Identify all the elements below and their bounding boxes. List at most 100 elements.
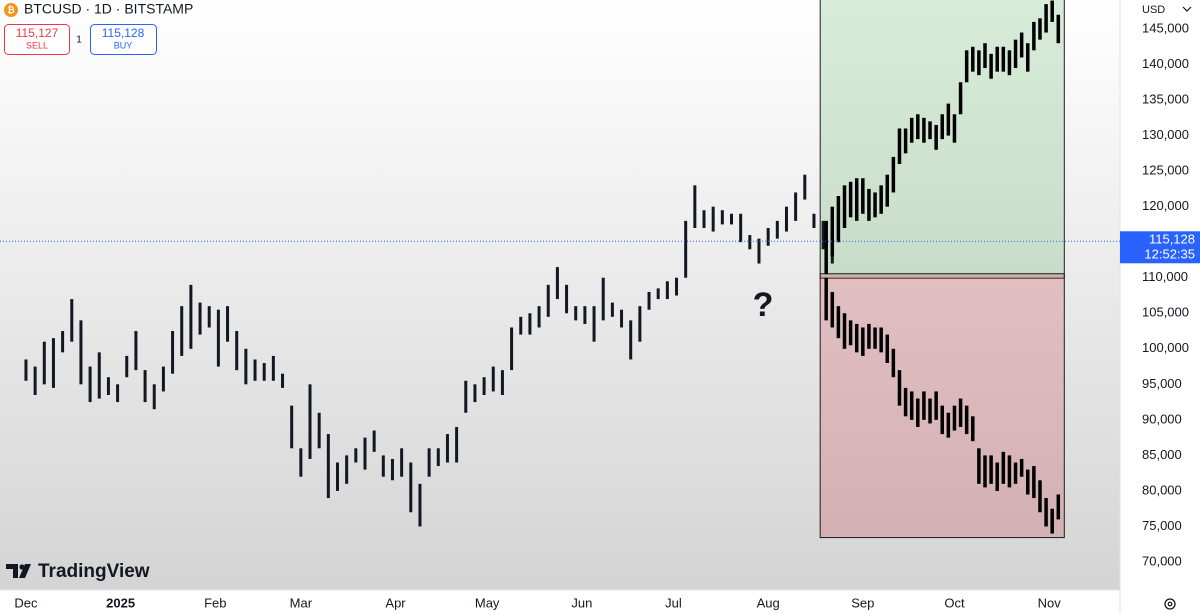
range-bar (555, 267, 559, 300)
y-tick-label: 75,000 (1142, 518, 1182, 533)
last-price-label: 115,128 (1149, 232, 1195, 247)
range-bar (482, 377, 486, 395)
range-bar (812, 213, 816, 228)
watermark: TradingView (6, 561, 150, 582)
buy-price[interactable]: 115,128 (102, 26, 145, 40)
range-bar (684, 220, 688, 278)
range-bar (952, 405, 957, 431)
x-tick-label: 2025 (106, 595, 135, 610)
range-bar (897, 370, 902, 406)
settings-icon[interactable] (1164, 598, 1176, 610)
gear-hub[interactable] (1167, 601, 1173, 607)
range-bar (711, 206, 715, 232)
range-bar (180, 306, 184, 356)
range-bar (748, 235, 752, 250)
currency[interactable]: USD (1142, 4, 1165, 16)
range-bar (946, 103, 951, 136)
range-bar (620, 309, 624, 328)
range-bar (656, 288, 660, 300)
x-tick-label: Aug (757, 595, 780, 610)
range-bar (79, 320, 83, 385)
range-bar (995, 46, 999, 72)
range-bar (958, 398, 963, 427)
range-bar (794, 192, 798, 221)
x-tick-label: Jun (571, 595, 592, 610)
range-bar (583, 306, 587, 324)
sell-button[interactable] (4, 24, 70, 55)
range-bar (152, 384, 156, 410)
range-bar (977, 448, 981, 484)
range-bar (546, 284, 550, 317)
buy-label[interactable]: BUY (114, 40, 133, 50)
range-bar (409, 462, 413, 513)
range-bar (436, 448, 440, 467)
range-bar (830, 206, 835, 257)
range-bar (519, 316, 523, 335)
range-bar (235, 331, 239, 371)
sell-label[interactable]: SELL (26, 40, 48, 50)
range-bar (836, 306, 841, 339)
range-bar (989, 455, 993, 484)
range-bar (775, 220, 779, 239)
range-bar (1013, 462, 1018, 484)
range-bar (601, 277, 605, 321)
range-bar (1038, 18, 1042, 40)
range-bar (964, 405, 969, 435)
range-bar (1019, 32, 1024, 58)
range-bar (928, 398, 932, 424)
range-bar (824, 220, 828, 275)
range-bar (934, 391, 938, 420)
header: ₿ BTCUSD · 1D · BITSTAMP 115,127 SELL 1 … (4, 1, 193, 55)
range-bar (903, 387, 908, 417)
range-bar (897, 128, 902, 165)
y-tick-label: 120,000 (1142, 198, 1189, 213)
range-bar (372, 430, 376, 452)
buy-button[interactable] (90, 24, 157, 55)
currency-dropdown[interactable] (1182, 6, 1192, 12)
range-bar (134, 331, 138, 371)
y-tick-label: 80,000 (1142, 482, 1182, 497)
range-bar (207, 306, 211, 328)
range-bar (88, 366, 92, 403)
range-bar (42, 341, 46, 385)
range-bar (317, 412, 321, 449)
range-bar (125, 355, 129, 378)
range-bar (821, 220, 825, 250)
y-tick-label: 95,000 (1142, 376, 1182, 391)
coin-icon-glyph: ₿ (7, 5, 14, 15)
range-bar (106, 377, 110, 395)
range-bar (885, 334, 890, 364)
range-bar (928, 121, 932, 140)
spread: 1 (76, 35, 82, 46)
range-bar (885, 174, 890, 207)
y-tick-label: 100,000 (1142, 340, 1189, 355)
x-tick-label: Apr (385, 595, 406, 610)
range-bar (891, 348, 896, 378)
logo (6, 564, 31, 578)
range-bar (638, 306, 642, 342)
x-tick-label: Jul (665, 595, 682, 610)
range-bar (271, 355, 275, 381)
range-bar (1032, 466, 1036, 499)
range-bar (934, 124, 938, 150)
range-bar (308, 384, 312, 459)
range-bar (198, 302, 202, 335)
range-bar (873, 327, 877, 349)
x-tick-label: May (475, 595, 500, 610)
range-bar (720, 210, 724, 225)
range-bar (97, 352, 101, 399)
range-bar (1007, 455, 1012, 488)
range-bar (537, 306, 541, 328)
range-bar (1013, 39, 1018, 69)
annotation: ? (753, 286, 774, 324)
gear[interactable] (1164, 598, 1176, 610)
sell-price[interactable]: 115,127 (16, 26, 59, 40)
range-bar (1038, 480, 1042, 513)
range-bar (565, 284, 569, 314)
range-bar (995, 462, 999, 491)
range-bar (665, 281, 669, 300)
range-bar (964, 50, 969, 83)
range-bar (1044, 4, 1048, 33)
